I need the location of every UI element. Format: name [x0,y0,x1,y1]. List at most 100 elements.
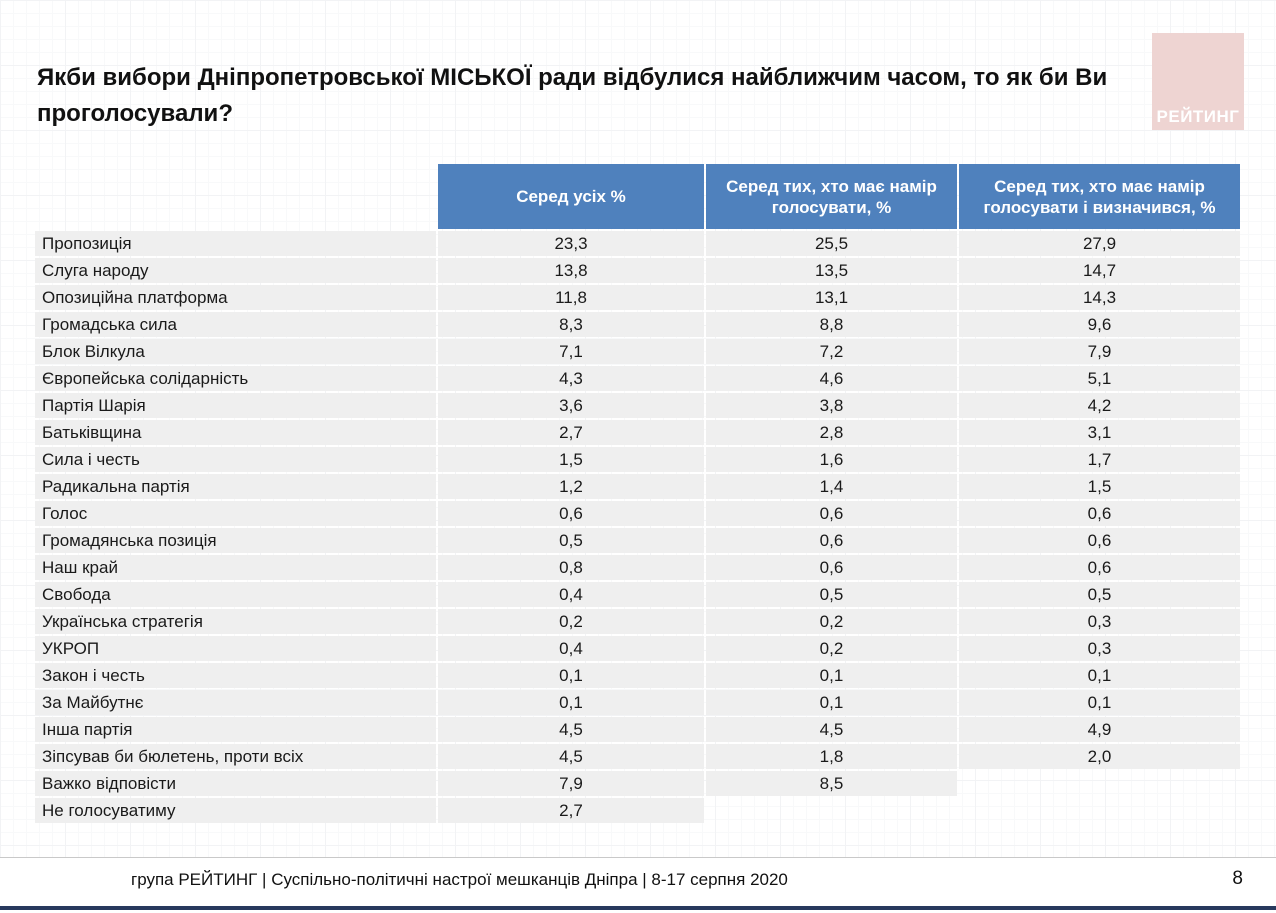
party-name: За Майбутнє [35,690,436,715]
value-cell: 2,0 [959,744,1240,769]
page-title: Якби вибори Дніпропетровської МІСЬКОЇ ра… [37,64,1108,127]
table-row: Батьківщина 2,7 2,8 3,1 [35,420,1240,445]
party-name: Громадянська позиція [35,528,436,553]
value-cell: 0,3 [959,609,1240,634]
table-row: Свобода 0,4 0,5 0,5 [35,582,1240,607]
value-cell: 7,9 [959,339,1240,364]
table-row: Сила і честь 1,5 1,6 1,7 [35,447,1240,472]
value-cell: 4,5 [438,744,704,769]
value-cell: 0,1 [706,663,957,688]
value-cell: 0,6 [438,501,704,526]
table-row: УКРОП 0,4 0,2 0,3 [35,636,1240,661]
results-table: Серед усіх % Серед тих, хто має намір го… [35,164,1240,825]
party-name: Європейська солідарність [35,366,436,391]
party-name: Сила і честь [35,447,436,472]
party-name: Закон і честь [35,663,436,688]
table-row: Громадська сила 8,3 8,8 9,6 [35,312,1240,337]
value-cell: 7,9 [438,771,704,796]
party-name: Слуга народу [35,258,436,283]
value-cell: 0,5 [706,582,957,607]
table-row: Інша партія 4,5 4,5 4,9 [35,717,1240,742]
party-name: Пропозиція [35,231,436,256]
value-cell: 0,6 [706,528,957,553]
value-cell: 0,5 [438,528,704,553]
party-name: Радикальна партія [35,474,436,499]
value-cell: 1,7 [959,447,1240,472]
value-cell: 0,4 [438,636,704,661]
value-cell: 4,3 [438,366,704,391]
party-name: Свобода [35,582,436,607]
empty-value-cell [959,771,1240,796]
value-cell: 3,6 [438,393,704,418]
table-row: Слуга народу 13,8 13,5 14,7 [35,258,1240,283]
value-cell: 14,3 [959,285,1240,310]
party-name: Батьківщина [35,420,436,445]
value-cell: 0,1 [959,663,1240,688]
value-cell: 3,1 [959,420,1240,445]
value-cell: 0,6 [706,501,957,526]
header-spacer [35,164,436,229]
party-name: Громадська сила [35,312,436,337]
value-cell: 0,3 [959,636,1240,661]
value-cell: 1,8 [706,744,957,769]
value-cell: 0,6 [706,555,957,580]
value-cell: 3,8 [706,393,957,418]
value-cell: 13,8 [438,258,704,283]
value-cell: 0,1 [438,663,704,688]
table-row: Європейська солідарність 4,3 4,6 5,1 [35,366,1240,391]
page-number: 8 [1232,868,1243,889]
value-cell: 5,1 [959,366,1240,391]
column-header-intend-to-vote: Серед тих, хто має намір голосувати, % [706,164,957,229]
empty-value-cell [706,798,957,823]
value-cell: 8,5 [706,771,957,796]
table-row: Партія Шарія 3,6 3,8 4,2 [35,393,1240,418]
value-cell: 0,8 [438,555,704,580]
value-cell: 8,3 [438,312,704,337]
value-cell: 1,6 [706,447,957,472]
party-name: Голос [35,501,436,526]
party-name: Важко відповісти [35,771,436,796]
party-name: Партія Шарія [35,393,436,418]
value-cell: 13,1 [706,285,957,310]
table-row: За Майбутнє 0,1 0,1 0,1 [35,690,1240,715]
value-cell: 2,8 [706,420,957,445]
value-cell: 4,5 [706,717,957,742]
bottom-accent-bar [0,906,1276,910]
value-cell: 1,5 [959,474,1240,499]
value-cell: 8,8 [706,312,957,337]
column-header-among-all: Серед усіх % [438,164,704,229]
value-cell: 0,4 [438,582,704,607]
logo-wordmark: РЕЙТИНГ [1156,107,1240,126]
table-row: Важко відповісти 7,9 8,5 [35,771,1240,796]
value-cell: 23,3 [438,231,704,256]
value-cell: 0,6 [959,501,1240,526]
value-cell: 2,7 [438,798,704,823]
table-row: Наш край 0,8 0,6 0,6 [35,555,1240,580]
party-name: Інша партія [35,717,436,742]
value-cell: 2,7 [438,420,704,445]
value-cell: 14,7 [959,258,1240,283]
party-name: Опозиційна платформа [35,285,436,310]
value-cell: 25,5 [706,231,957,256]
value-cell: 7,2 [706,339,957,364]
table-row: Не голосуватиму 2,7 [35,798,1240,823]
empty-value-cell [959,798,1240,823]
table-row: Закон і честь 0,1 0,1 0,1 [35,663,1240,688]
value-cell: 7,1 [438,339,704,364]
value-cell: 27,9 [959,231,1240,256]
value-cell: 1,4 [706,474,957,499]
table-rows: Пропозиція 23,3 25,5 27,9 Слуга народу 13,8 13… [35,231,1240,823]
column-header-decided-voters: Серед тих, хто має намір голосувати і ви… [959,164,1240,229]
party-name: УКРОП [35,636,436,661]
table-row: Голос 0,6 0,6 0,6 [35,501,1240,526]
value-cell: 4,9 [959,717,1240,742]
value-cell: 4,2 [959,393,1240,418]
table-row: Опозиційна платформа 11,8 13,1 14,3 [35,285,1240,310]
value-cell: 13,5 [706,258,957,283]
table-row: Зіпсував би бюлетень, проти всіх 4,5 1,8 2,… [35,744,1240,769]
party-name: Зіпсував би бюлетень, проти всіх [35,744,436,769]
value-cell: 0,2 [706,609,957,634]
party-name: Українська стратегія [35,609,436,634]
source-line: група РЕЙТИНГ | Суспільно-політичні наст… [131,870,788,889]
party-name: Блок Вілкула [35,339,436,364]
